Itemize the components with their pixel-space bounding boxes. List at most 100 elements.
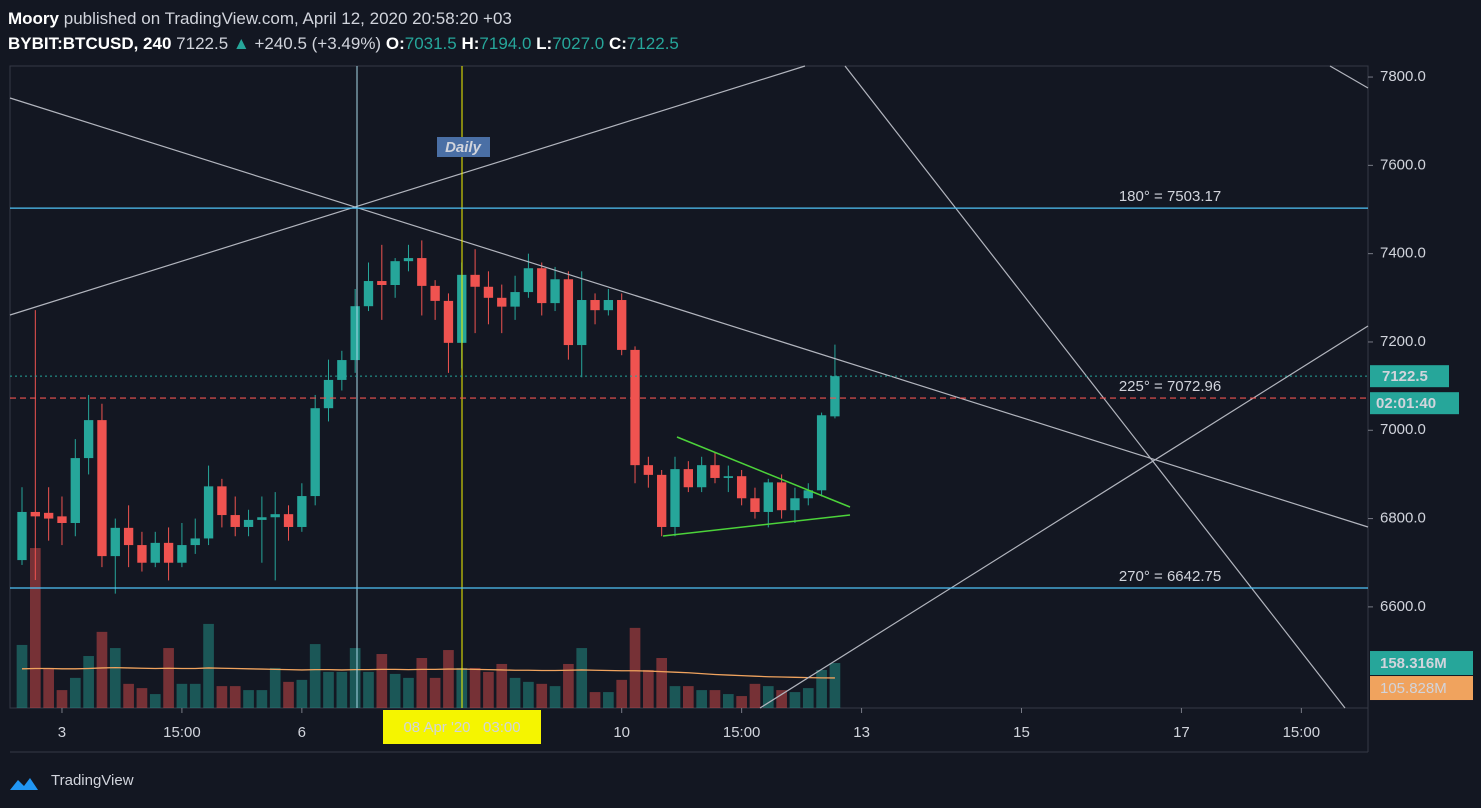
volume-bar: [523, 681, 534, 708]
candle-body: [523, 268, 534, 293]
candle-body: [243, 519, 254, 527]
volume-bar: [563, 663, 574, 708]
o-key: O:: [385, 34, 405, 53]
volume-bar: [683, 686, 694, 708]
volume-ma: [21, 667, 835, 679]
candle-body: [776, 482, 787, 511]
candle-body: [203, 486, 214, 539]
volume-bar: [96, 631, 108, 708]
volume-bar: [283, 681, 294, 708]
volume-bar: [69, 677, 81, 708]
candle-body: [816, 415, 827, 491]
volume-bar: [336, 671, 348, 708]
logo: TradingView: [10, 772, 134, 790]
candle-body: [403, 258, 414, 262]
pane: [9, 65, 1369, 709]
volume-bar: [203, 623, 214, 708]
volume-bar: [789, 692, 801, 708]
volume-bar: [176, 683, 188, 708]
fan-line: [9, 65, 806, 316]
level-label: 225° = 7072.96: [1119, 378, 1221, 395]
h-key: H:: [461, 34, 480, 53]
candle-body: [137, 545, 147, 563]
countdown-box: [1370, 392, 1459, 415]
l-val: 7027.0: [552, 34, 605, 53]
volume-bar: [136, 688, 148, 708]
volume-bar: [762, 686, 774, 708]
candle-body: [17, 511, 27, 561]
volume-bar: [189, 683, 201, 708]
ohlc-line: BYBIT:BTCUSD, 240 7122.5 ▲ +240.5 (+3.49…: [8, 31, 679, 56]
volume-bar: [483, 671, 494, 708]
volume-bar: [109, 648, 121, 708]
candle-body: [443, 300, 454, 343]
x-tick-label: 15:00: [163, 724, 201, 741]
volume-bar: [589, 692, 601, 708]
h-val: 7194.0: [479, 34, 532, 53]
volume-bar: [443, 650, 454, 708]
candle-body: [310, 408, 320, 497]
ma-label: 105.828M: [1380, 680, 1447, 697]
candle-body: [830, 376, 840, 417]
candle-body: [483, 286, 494, 298]
author: Moory: [8, 9, 59, 28]
y-tick-label: 6800.0: [1380, 510, 1426, 527]
candle-body: [577, 300, 587, 346]
change: +240.5 (+3.49%): [254, 34, 382, 53]
volume-bar: [363, 671, 374, 708]
candle-body: [323, 379, 334, 409]
trend-line: [676, 436, 851, 508]
candle-body: [563, 279, 574, 346]
y-tick-label: 7200.0: [1380, 333, 1426, 350]
candle-body: [470, 274, 480, 287]
fan-line: [9, 97, 1369, 528]
volume-bar: [376, 654, 388, 708]
volume-bar: [536, 683, 548, 708]
volume-bar: [43, 667, 54, 708]
candle-body: [57, 516, 67, 523]
y-tick-label: 7800.0: [1380, 68, 1426, 85]
volume-bar: [229, 686, 241, 708]
volume-bar: [123, 683, 134, 708]
candle-body: [763, 482, 773, 512]
candle-body: [417, 258, 427, 286]
candle-body: [163, 542, 174, 563]
candle-body: [377, 281, 387, 286]
candle-body: [430, 285, 440, 301]
fan-line: [759, 325, 1369, 709]
candle-body: [670, 469, 680, 527]
x-tick-label: 15:00: [723, 724, 761, 741]
volume-bar: [643, 669, 654, 708]
volume-box: [1370, 651, 1473, 676]
y-tick-label: 7000.0: [1380, 421, 1426, 438]
candle-body: [30, 511, 40, 517]
volume-bar: [749, 683, 761, 708]
volume-bar: [429, 677, 441, 708]
volume-bar: [696, 690, 707, 708]
candle-body: [537, 268, 547, 304]
o-val: 7031.5: [404, 34, 457, 53]
candle-body: [723, 476, 733, 478]
candle-body: [283, 514, 294, 527]
trend-line: [662, 514, 851, 537]
volume-bar: [802, 688, 814, 708]
gann-fan: [9, 65, 1369, 709]
candle-body: [643, 465, 654, 475]
candle-body: [297, 496, 307, 527]
candle-body: [230, 515, 240, 527]
volume-bar: [149, 694, 161, 708]
candle-body: [683, 469, 693, 488]
candle-body: [736, 476, 747, 499]
candle-body: [550, 279, 560, 304]
volume-bar: [629, 627, 641, 708]
candle-body: [110, 527, 120, 557]
volume-bar: [816, 669, 827, 708]
volume-bar: [603, 692, 614, 708]
candle-body: [190, 538, 200, 546]
candle-body: [123, 527, 134, 546]
candle-body: [617, 300, 627, 350]
volume-bar: [29, 548, 41, 708]
published: published on TradingView.com, April 12, …: [63, 9, 512, 28]
x-tick-label: 15: [1013, 724, 1030, 741]
